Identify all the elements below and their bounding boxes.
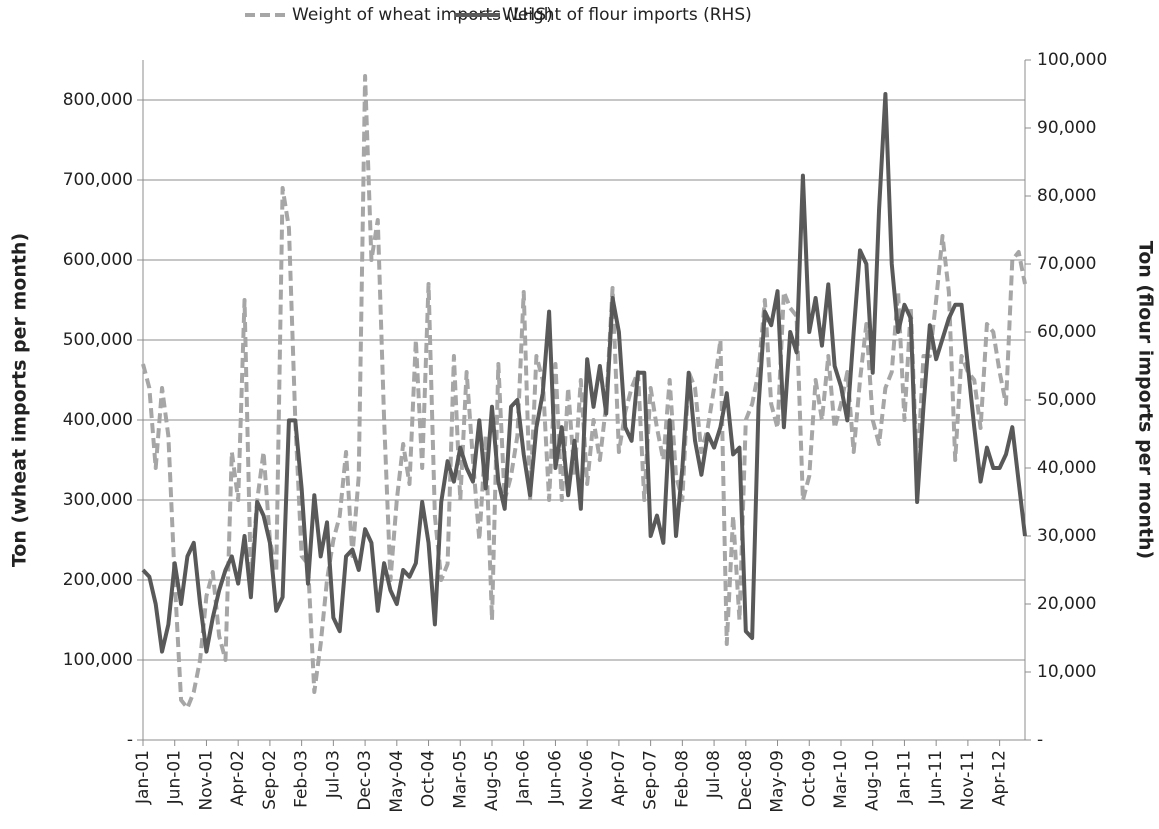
y-tick-label: 800,000 xyxy=(63,90,133,110)
y2-tick-label: 40,000 xyxy=(1037,458,1096,478)
x-tick-label: Jun-06 xyxy=(545,750,565,805)
x-tick-label: Feb-03 xyxy=(292,750,312,808)
series-line xyxy=(141,92,1027,654)
y-tick-label: 400,000 xyxy=(63,410,133,430)
x-tick-label: Sep-02 xyxy=(260,750,280,810)
legend-label: Weight of flour imports (RHS) xyxy=(502,5,752,25)
y2-tick-label: 90,000 xyxy=(1037,118,1096,138)
y2-tick-label: 80,000 xyxy=(1037,186,1096,206)
y2-tick-label: 20,000 xyxy=(1037,594,1096,614)
y-tick-label: 300,000 xyxy=(63,490,133,510)
x-tick-label: Oct-09 xyxy=(799,750,819,807)
x-tick-label: Apr-12 xyxy=(990,750,1010,806)
x-tick-label: Jul-03 xyxy=(323,750,343,799)
y2-axis-title: Ton (flour imports per month) xyxy=(1135,241,1157,559)
y-tick-label: 500,000 xyxy=(63,330,133,350)
x-tick-label: Aug-05 xyxy=(482,750,502,811)
x-tick-label: Jun-01 xyxy=(165,750,185,805)
x-tick-label: Mar-05 xyxy=(450,750,470,809)
y-tick-label: - xyxy=(127,730,133,750)
y-tick-label: 100,000 xyxy=(63,650,133,670)
x-tick-label: May-09 xyxy=(768,750,788,813)
y2-tick-label: 30,000 xyxy=(1037,526,1096,546)
x-tick-label: Nov-06 xyxy=(577,750,597,811)
y-tick-label: 600,000 xyxy=(63,250,133,270)
x-tick-label: Mar-10 xyxy=(831,750,851,809)
x-tick-label: Feb-08 xyxy=(672,750,692,808)
x-tick-label: Sep-07 xyxy=(641,750,661,810)
y2-tick-label: 70,000 xyxy=(1037,254,1096,274)
y-tick-label: 200,000 xyxy=(63,570,133,590)
x-tick-label: Apr-07 xyxy=(609,750,629,806)
y2-tick-label: 60,000 xyxy=(1037,322,1096,342)
x-tick-label: Jan-06 xyxy=(514,750,534,805)
x-tick-label: Aug-10 xyxy=(863,750,883,811)
x-tick-label: Jul-08 xyxy=(704,750,724,799)
y-tick-label: 700,000 xyxy=(63,170,133,190)
x-tick-label: Jan-11 xyxy=(894,750,914,805)
y2-tick-label: 50,000 xyxy=(1037,390,1096,410)
y-axis-title: Ton (wheat imports per month) xyxy=(9,233,31,567)
x-tick-label: May-04 xyxy=(387,750,407,813)
x-tick-label: Nov-01 xyxy=(196,750,216,811)
x-tick-label: Jun-11 xyxy=(926,750,946,805)
x-tick-label: Apr-02 xyxy=(228,750,248,806)
x-tick-label: Dec-03 xyxy=(355,750,375,811)
x-tick-label: Oct-04 xyxy=(419,750,439,807)
x-tick-label: Nov-11 xyxy=(958,750,978,811)
legend-label: Weight of wheat imports (LHS) xyxy=(292,5,553,25)
y2-tick-label: 10,000 xyxy=(1037,662,1096,682)
x-tick-label: Jan-01 xyxy=(133,750,153,805)
y2-tick-label: - xyxy=(1037,730,1043,750)
x-tick-label: Dec-08 xyxy=(736,750,756,811)
y2-tick-label: 100,000 xyxy=(1037,50,1107,70)
